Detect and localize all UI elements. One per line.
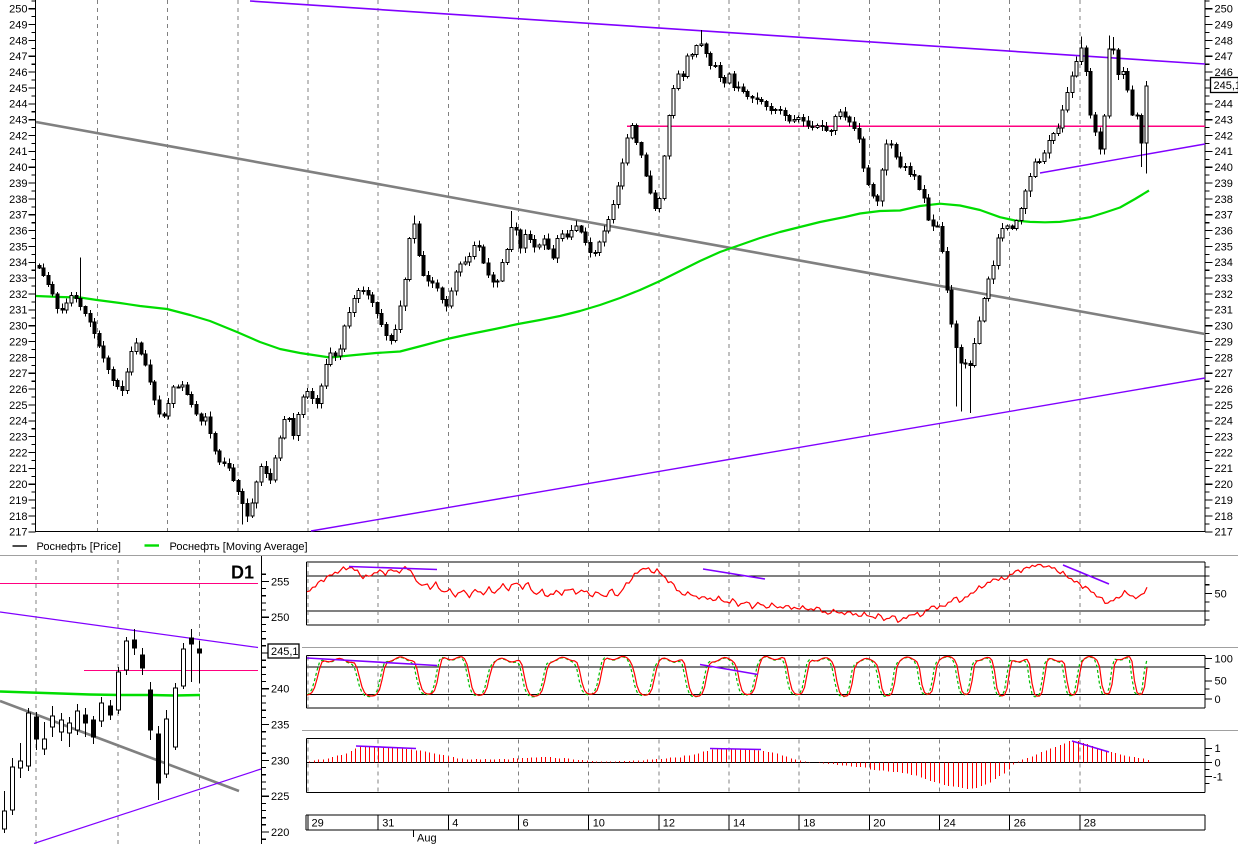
svg-text:29: 29 <box>312 818 324 830</box>
svg-text:24: 24 <box>944 818 956 830</box>
svg-text:229: 229 <box>9 336 27 348</box>
svg-text:Aug: Aug <box>417 833 437 844</box>
svg-text:248: 248 <box>1215 35 1233 47</box>
svg-text:250: 250 <box>271 612 289 624</box>
svg-text:235: 235 <box>271 720 289 732</box>
svg-text:225: 225 <box>1215 400 1233 412</box>
svg-text:245,1: 245,1 <box>271 646 299 658</box>
svg-text:218: 218 <box>9 511 27 523</box>
svg-text:245: 245 <box>9 83 27 95</box>
svg-text:224: 224 <box>1215 416 1233 428</box>
svg-text:12: 12 <box>663 818 675 830</box>
svg-text:224: 224 <box>9 416 27 428</box>
svg-text:249: 249 <box>1215 19 1233 31</box>
svg-text:249: 249 <box>9 19 27 31</box>
svg-text:4: 4 <box>452 818 458 830</box>
svg-text:246: 246 <box>1215 67 1233 79</box>
svg-text:0: 0 <box>1215 694 1221 706</box>
svg-text:235: 235 <box>1215 241 1233 253</box>
svg-text:247: 247 <box>1215 51 1233 63</box>
svg-text:222: 222 <box>1215 447 1233 459</box>
svg-text:D1: D1 <box>231 563 254 583</box>
svg-text:231: 231 <box>9 305 27 317</box>
svg-text:239: 239 <box>9 178 27 190</box>
svg-text:100: 100 <box>1215 653 1233 665</box>
svg-text:250: 250 <box>9 4 27 16</box>
svg-text:239: 239 <box>1215 178 1233 190</box>
svg-text:31: 31 <box>382 818 394 830</box>
svg-text:14: 14 <box>733 818 745 830</box>
svg-text:231: 231 <box>1215 305 1233 317</box>
svg-text:241: 241 <box>9 146 27 158</box>
svg-text:255: 255 <box>271 576 289 588</box>
svg-text:244: 244 <box>9 99 27 111</box>
svg-text:50: 50 <box>1215 588 1227 600</box>
svg-text:20: 20 <box>873 818 885 830</box>
svg-text:240: 240 <box>1215 162 1233 174</box>
svg-text:240: 240 <box>271 684 289 696</box>
svg-text:238: 238 <box>9 194 27 206</box>
svg-text:10: 10 <box>593 818 605 830</box>
svg-text:0: 0 <box>1215 757 1221 769</box>
svg-text:237: 237 <box>1215 210 1233 222</box>
svg-text:230: 230 <box>9 321 27 333</box>
svg-text:237: 237 <box>9 210 27 222</box>
svg-text:228: 228 <box>1215 352 1233 364</box>
svg-text:243: 243 <box>9 115 27 127</box>
svg-text:223: 223 <box>1215 432 1233 444</box>
svg-text:245,1: 245,1 <box>1214 80 1238 92</box>
svg-text:-1: -1 <box>1213 771 1223 783</box>
svg-text:228: 228 <box>9 352 27 364</box>
svg-text:238: 238 <box>1215 194 1233 206</box>
svg-text:221: 221 <box>1215 463 1233 475</box>
svg-text:233: 233 <box>1215 273 1233 285</box>
svg-text:227: 227 <box>1215 368 1233 380</box>
svg-text:6: 6 <box>523 818 529 830</box>
svg-text:1: 1 <box>1215 743 1221 755</box>
svg-text:50: 50 <box>1215 676 1227 688</box>
svg-text:250: 250 <box>1215 4 1233 16</box>
svg-text:235: 235 <box>9 241 27 253</box>
svg-text:247: 247 <box>9 51 27 63</box>
svg-text:223: 223 <box>9 432 27 444</box>
svg-text:217: 217 <box>1215 527 1233 539</box>
svg-text:240: 240 <box>9 162 27 174</box>
svg-text:220: 220 <box>1215 479 1233 491</box>
svg-text:217: 217 <box>9 527 27 539</box>
svg-text:236: 236 <box>9 226 27 238</box>
svg-text:234: 234 <box>1215 257 1233 269</box>
svg-text:Роснефть [Price]: Роснефть [Price] <box>37 541 121 553</box>
svg-text:244: 244 <box>1215 99 1233 111</box>
svg-text:218: 218 <box>1215 511 1233 523</box>
svg-text:229: 229 <box>1215 336 1233 348</box>
svg-text:26: 26 <box>1014 818 1026 830</box>
svg-text:241: 241 <box>1215 146 1233 158</box>
svg-text:242: 242 <box>9 130 27 142</box>
svg-text:234: 234 <box>9 257 27 269</box>
svg-text:28: 28 <box>1084 818 1096 830</box>
svg-text:219: 219 <box>1215 495 1233 507</box>
svg-text:225: 225 <box>271 791 289 803</box>
svg-text:220: 220 <box>271 827 289 839</box>
svg-text:230: 230 <box>1215 321 1233 333</box>
svg-text:232: 232 <box>9 289 27 301</box>
svg-text:219: 219 <box>9 495 27 507</box>
svg-text:246: 246 <box>9 67 27 79</box>
svg-text:233: 233 <box>9 273 27 285</box>
svg-text:232: 232 <box>1215 289 1233 301</box>
svg-text:18: 18 <box>803 818 815 830</box>
svg-text:225: 225 <box>9 400 27 412</box>
svg-text:226: 226 <box>1215 384 1233 396</box>
svg-text:222: 222 <box>9 447 27 459</box>
svg-text:Роснефть [Moving Average]: Роснефть [Moving Average] <box>170 541 308 553</box>
svg-text:226: 226 <box>9 384 27 396</box>
svg-text:248: 248 <box>9 35 27 47</box>
svg-text:230: 230 <box>271 755 289 767</box>
svg-text:221: 221 <box>9 463 27 475</box>
svg-text:220: 220 <box>9 479 27 491</box>
svg-text:243: 243 <box>1215 115 1233 127</box>
svg-text:242: 242 <box>1215 130 1233 142</box>
svg-text:227: 227 <box>9 368 27 380</box>
svg-text:236: 236 <box>1215 226 1233 238</box>
